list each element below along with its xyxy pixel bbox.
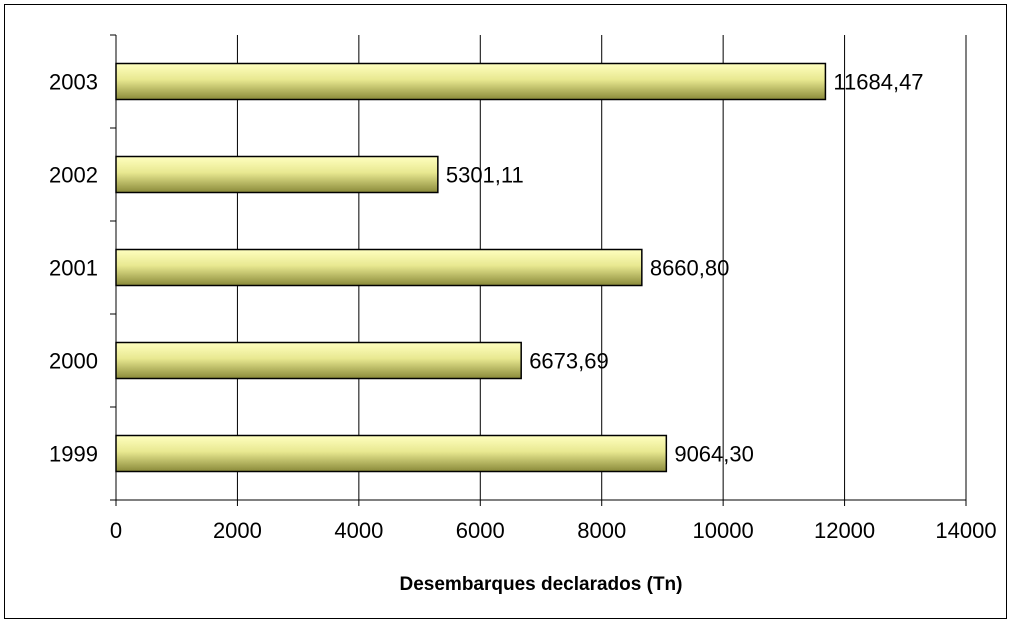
category-label-2003: 2003 [49, 70, 98, 95]
bar-2003 [115, 62, 827, 101]
x-tick-label-14000: 14000 [935, 518, 996, 543]
x-tick-label-2000: 2000 [213, 518, 262, 543]
data-label-2003: 11684,47 [833, 70, 923, 95]
x-tick-label-0: 0 [110, 518, 122, 543]
data-label-2002: 5301,11 [446, 163, 524, 188]
data-label-1999: 9064,30 [674, 442, 754, 467]
category-label-1999: 1999 [49, 442, 98, 467]
labels: 0 2000 4000 6000 8000 10000 12000 14000 1999 9064… [49, 70, 997, 544]
axes [110, 34, 967, 506]
category-label-2002: 2002 [49, 163, 98, 188]
category-label-2000: 2000 [49, 349, 98, 374]
bars [115, 62, 827, 473]
bar-2001 [115, 248, 643, 287]
x-tick-label-4000: 4000 [334, 518, 383, 543]
bar-1999 [115, 434, 668, 473]
category-label-2001: 2001 [49, 256, 98, 281]
bar-2002 [115, 155, 439, 194]
x-tick-label-12000: 12000 [814, 518, 875, 543]
x-axis-title: Desembarques declarados (Tn) [400, 574, 683, 595]
x-tick-label-8000: 8000 [577, 518, 626, 543]
data-label-2000: 6673,69 [529, 349, 609, 374]
x-tick-label-10000: 10000 [693, 518, 754, 543]
bar-2000 [115, 341, 522, 380]
data-label-2001: 8660,80 [650, 256, 730, 281]
chart-frame: 0 2000 4000 6000 8000 10000 12000 14000 1999 9064… [4, 4, 1007, 619]
bar-chart: 0 2000 4000 6000 8000 10000 12000 14000 1999 9064… [49, 34, 997, 595]
x-tick-label-6000: 6000 [456, 518, 505, 543]
